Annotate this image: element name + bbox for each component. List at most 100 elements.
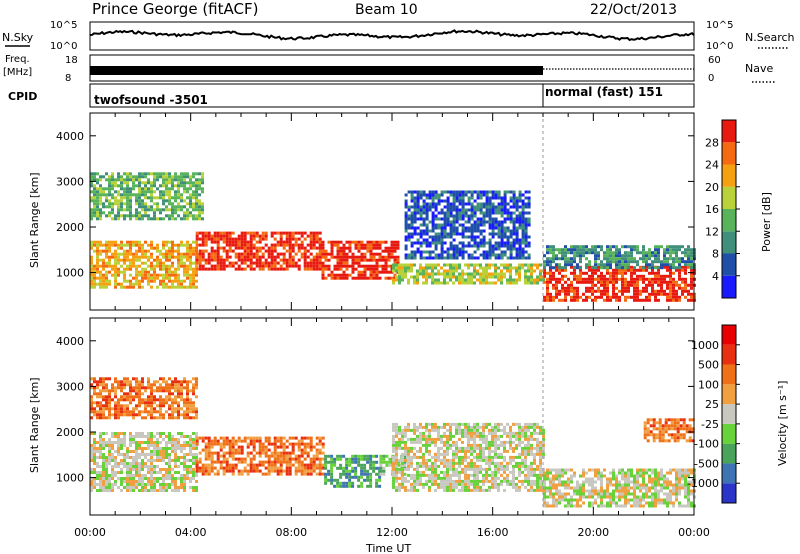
heatmap-cell	[309, 267, 313, 271]
heatmap-cell	[666, 286, 669, 290]
heatmap-cell	[108, 416, 111, 420]
heatmap-cell	[267, 469, 271, 473]
heatmap-cell	[324, 276, 328, 280]
heatmap-cell	[153, 246, 156, 250]
heatmap-cell	[147, 468, 150, 471]
heatmap-cell	[132, 276, 135, 280]
heatmap-cell	[138, 196, 141, 200]
heatmap-cell	[425, 458, 428, 462]
heatmap-cell	[473, 214, 477, 218]
heatmap-cell	[621, 266, 624, 270]
heatmap-cell	[138, 187, 141, 191]
heatmap-cell	[165, 435, 168, 438]
heatmap-cell	[192, 489, 195, 492]
heatmap-cell	[642, 260, 645, 264]
heatmap-cell	[114, 410, 117, 414]
heatmap-cell	[549, 268, 552, 272]
heatmap-cell	[488, 190, 492, 194]
heatmap-cell	[431, 211, 435, 215]
heatmap-cell	[546, 289, 549, 293]
heatmap-cell	[285, 469, 289, 473]
heatmap-cell	[672, 248, 675, 252]
heatmap-cell	[437, 217, 441, 221]
heatmap-cell	[126, 483, 129, 486]
heatmap-cell	[515, 208, 519, 212]
heatmap-cell	[150, 267, 153, 271]
heatmap-cell	[126, 447, 129, 450]
heatmap-cell	[108, 377, 111, 381]
heatmap-cell	[639, 251, 642, 255]
heatmap-cell	[111, 178, 114, 182]
heatmap-cell	[440, 244, 444, 248]
heatmap-cell	[393, 240, 397, 244]
heatmap-cell	[533, 263, 536, 267]
heatmap-cell	[321, 270, 325, 274]
heatmap-cell	[111, 441, 114, 444]
heatmap-cell	[401, 482, 404, 486]
heatmap-cell	[108, 486, 111, 489]
heatmap-cell	[306, 445, 310, 449]
heatmap-cell	[321, 252, 325, 256]
heatmap-cell	[159, 383, 162, 387]
heatmap-cell	[99, 276, 102, 280]
heatmap-cell	[129, 243, 132, 247]
heatmap-cell	[440, 232, 444, 236]
heatmap-cell	[609, 295, 612, 299]
heatmap-cell	[117, 199, 120, 203]
heatmap-cell	[473, 226, 477, 230]
heatmap-cell	[657, 289, 660, 293]
heatmap-cell	[585, 266, 588, 270]
heatmap-cell	[150, 444, 153, 447]
heatmap-cell	[192, 432, 195, 435]
heatmap-cell	[494, 272, 497, 276]
heatmap-cell	[509, 205, 513, 209]
heatmap-cell	[336, 273, 340, 277]
heatmap-cell	[117, 172, 120, 176]
heatmap-cell	[108, 453, 111, 456]
heatmap-cell	[461, 193, 465, 197]
heatmap-cell	[431, 220, 435, 224]
heatmap-cell	[114, 416, 117, 420]
heatmap-cell	[633, 292, 636, 296]
heatmap-cell	[567, 251, 570, 255]
heatmap-cell	[162, 459, 165, 462]
heatmap-cell	[228, 442, 232, 446]
heatmap-cell	[249, 457, 253, 461]
heatmap-cell	[165, 205, 168, 209]
heatmap-cell	[681, 289, 684, 293]
heatmap-cell	[657, 274, 660, 278]
heatmap-cell	[186, 172, 189, 176]
heatmap-cell	[90, 395, 93, 399]
heatmap-cell	[428, 467, 431, 471]
heatmap-cell	[183, 178, 186, 182]
heatmap-cell	[93, 389, 96, 393]
heatmap-cell	[479, 196, 483, 200]
heatmap-cell	[117, 282, 120, 286]
heatmap-cell	[93, 285, 96, 289]
heatmap-cell	[425, 250, 429, 254]
heatmap-cell	[261, 472, 265, 476]
heatmap-cell	[606, 254, 609, 258]
heatmap-cell	[162, 389, 165, 393]
heatmap-cell	[621, 289, 624, 293]
heatmap-cell	[651, 271, 654, 275]
heatmap-cell	[500, 272, 503, 276]
heatmap-cell	[174, 386, 177, 390]
heatmap-cell	[156, 432, 159, 435]
heatmap-cell	[156, 187, 159, 191]
heatmap-cell	[165, 483, 168, 486]
heatmap-cell	[192, 214, 195, 218]
heatmap-cell	[440, 281, 443, 285]
heatmap-cell	[500, 281, 503, 285]
heatmap-cell	[93, 477, 96, 480]
heatmap-cell	[297, 445, 301, 449]
heatmap-cell	[138, 468, 141, 471]
heatmap-cell	[90, 181, 93, 185]
heatmap-cell	[339, 240, 343, 244]
heatmap-cell	[633, 289, 636, 293]
heatmap-cell	[126, 413, 129, 417]
heatmap-cell	[93, 480, 96, 483]
heatmap-cell	[102, 444, 105, 447]
heatmap-cell	[267, 448, 271, 452]
heatmap-cell	[327, 264, 331, 268]
